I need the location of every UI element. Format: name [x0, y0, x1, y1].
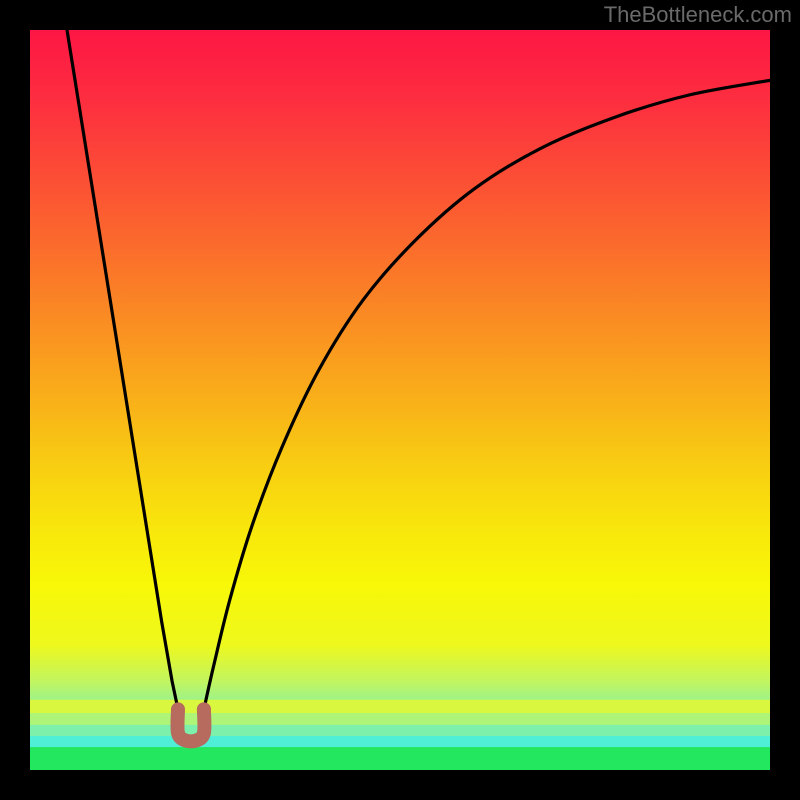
color-band	[30, 700, 770, 714]
bottom-bands	[30, 700, 770, 771]
color-band	[30, 736, 770, 748]
color-band	[30, 725, 770, 737]
bottleneck-chart	[0, 0, 800, 800]
gradient-background	[30, 30, 770, 770]
valley-dot	[197, 702, 211, 716]
color-band	[30, 747, 770, 770]
color-band	[30, 713, 770, 725]
plot-area	[30, 30, 770, 771]
chart-frame: TheBottleneck.com	[0, 0, 800, 800]
